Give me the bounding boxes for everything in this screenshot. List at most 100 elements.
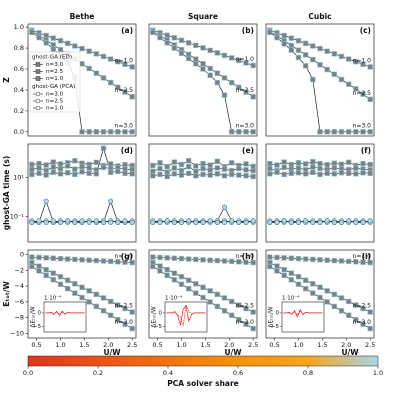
marker [64, 170, 71, 176]
marker [331, 291, 338, 298]
marker [93, 51, 100, 57]
marker [193, 290, 199, 296]
marker [288, 255, 295, 261]
marker [324, 161, 330, 168]
marker [324, 129, 330, 135]
legend-entry: n=1.0 [46, 76, 64, 82]
marker [171, 35, 178, 41]
marker [200, 61, 206, 67]
marker [200, 219, 206, 225]
marker [122, 129, 128, 135]
marker [338, 219, 345, 225]
marker [236, 172, 242, 178]
marker [185, 256, 192, 262]
marker [43, 32, 49, 39]
marker [100, 129, 107, 135]
marker [36, 263, 42, 269]
legend-title: ghost-GA (PCA) [32, 84, 75, 90]
marker [200, 160, 206, 167]
series-label: n=2.5 [353, 90, 372, 97]
marker [367, 309, 373, 315]
marker [64, 285, 71, 292]
marker [157, 171, 163, 178]
series-label: n=1.0 [236, 253, 255, 260]
inset-frame [281, 301, 325, 333]
marker [36, 34, 42, 41]
marker [86, 65, 92, 72]
marker [274, 263, 280, 269]
marker [43, 255, 49, 261]
colorbar-tick-label: 0.6 [233, 369, 243, 377]
series-label: n=2.5 [115, 303, 134, 310]
x-tick-label: 1.5 [200, 341, 210, 349]
marker [228, 55, 235, 61]
marker [214, 165, 221, 171]
series-label: n=3.0 [353, 319, 372, 326]
marker [86, 219, 92, 225]
marker [267, 219, 273, 225]
marker [43, 272, 49, 279]
marker [338, 308, 345, 314]
legend-entry: n=3.0 [46, 92, 64, 98]
marker [107, 129, 114, 135]
marker [164, 40, 170, 46]
x-axis-label: U/W [341, 348, 359, 357]
marker [338, 170, 345, 176]
marker [207, 288, 213, 294]
marker [193, 173, 199, 179]
marker [353, 316, 359, 323]
marker [295, 47, 302, 53]
marker [274, 162, 280, 168]
marker [122, 305, 128, 312]
y-tick-label: 10¹ [13, 173, 24, 181]
marker [64, 277, 71, 283]
marker [150, 219, 156, 225]
marker [207, 218, 213, 224]
marker [72, 158, 78, 164]
marker [221, 166, 228, 172]
marker [93, 129, 100, 135]
marker [310, 281, 316, 287]
marker [43, 162, 49, 168]
marker [72, 43, 78, 49]
marker [317, 45, 323, 52]
marker [122, 161, 128, 168]
x-tick-label: 0.5 [152, 341, 162, 349]
marker [157, 219, 163, 225]
y-tick-label: 0.2 [14, 107, 24, 115]
marker [57, 274, 64, 280]
marker [221, 92, 228, 98]
marker [72, 219, 78, 225]
colorbar [27, 355, 379, 367]
marker [324, 257, 330, 263]
marker [157, 254, 163, 261]
marker [221, 258, 228, 264]
marker [345, 81, 352, 87]
marker [193, 61, 199, 67]
marker [243, 219, 249, 225]
marker [267, 254, 273, 260]
marker [367, 96, 373, 103]
marker [115, 58, 121, 65]
x-tick-label: 1.0 [293, 341, 303, 349]
panel-label: (f) [361, 146, 371, 155]
marker [129, 129, 135, 135]
marker [367, 259, 373, 266]
colorbar-tick-label: 0.4 [163, 369, 173, 377]
column-title: Bethe [70, 12, 95, 21]
y-tick-label: 0.0 [14, 128, 24, 136]
x-tick-label: 1.5 [317, 341, 327, 349]
marker [43, 40, 49, 46]
marker [43, 167, 49, 174]
marker [122, 170, 128, 176]
marker [353, 129, 359, 135]
marker [353, 86, 359, 92]
marker [345, 312, 352, 318]
marker [236, 316, 242, 323]
marker [122, 218, 128, 224]
marker [295, 255, 302, 262]
marker [185, 277, 192, 283]
marker [353, 302, 359, 308]
marker [171, 270, 178, 276]
marker [157, 268, 163, 274]
